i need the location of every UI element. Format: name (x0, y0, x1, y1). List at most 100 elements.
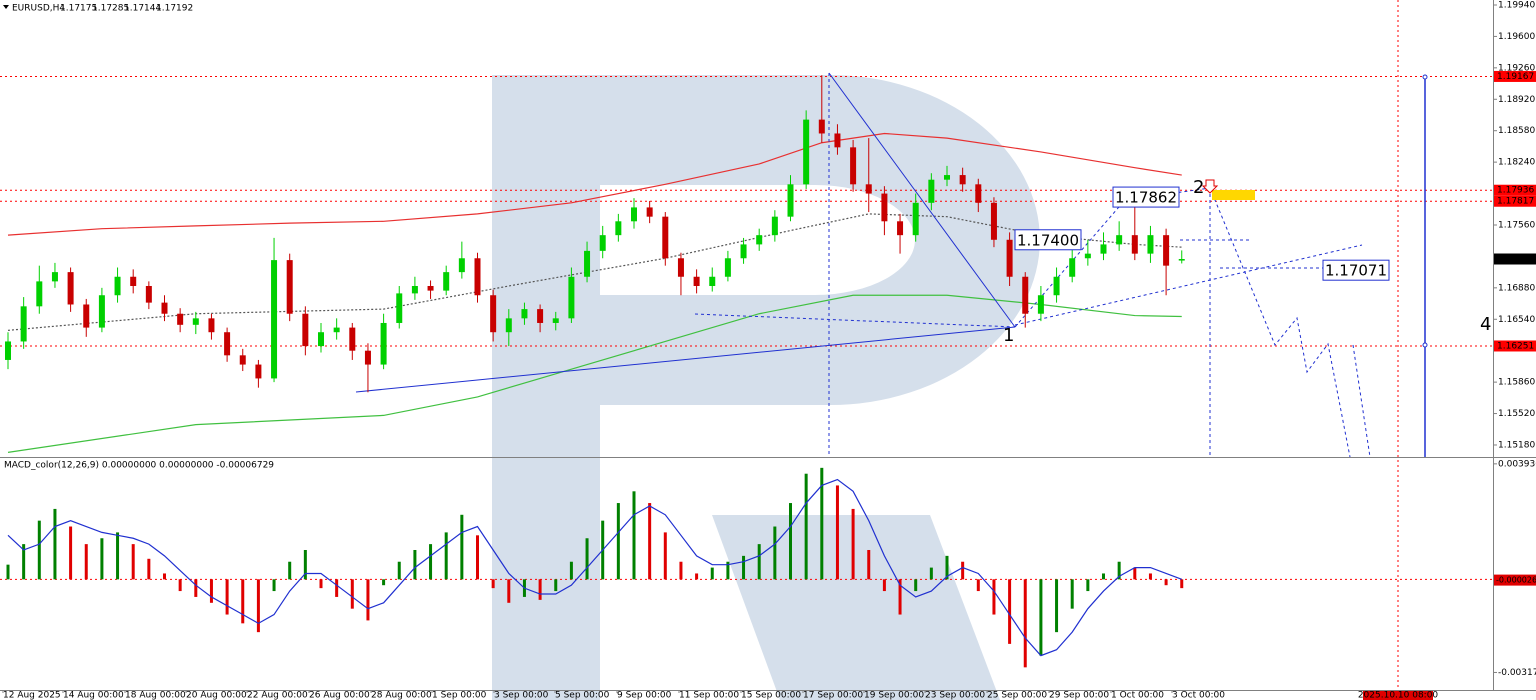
macd-bar (366, 579, 370, 621)
macd-bar (1086, 579, 1090, 592)
x-tick-label: 17 Sep 00:00 (803, 691, 863, 700)
candle-body (98, 295, 105, 328)
level-label: 1.19167 (1497, 72, 1534, 82)
candle-body (349, 327, 356, 351)
macd-bar (209, 579, 213, 603)
x-tick-label: 3 Oct 00:00 (1172, 691, 1225, 700)
macd-bar (335, 579, 339, 597)
candle-body (1084, 253, 1091, 259)
watermark-leg (712, 515, 1000, 700)
macd-bar (382, 579, 386, 586)
y-tick-label: 1.16880 (1498, 283, 1535, 293)
y-tick-label: 1.15860 (1498, 378, 1535, 388)
x-tick-label: 12 Aug 2025 (3, 691, 61, 700)
macd-bar (444, 532, 448, 580)
y-tick-label: 1.15520 (1498, 409, 1535, 419)
macd-bar (69, 526, 73, 580)
candle-body (1069, 258, 1076, 277)
macd-bar (303, 549, 307, 580)
macd-bar (1023, 579, 1027, 668)
candle-body (521, 309, 528, 319)
price-annotation: 1.17400 (1017, 231, 1079, 249)
current-price-box (1494, 253, 1536, 265)
candle-body (474, 258, 481, 296)
macd-bar (460, 514, 464, 580)
cursor-label: 2025.10.10 08:00 (1358, 691, 1439, 700)
candle-body (67, 272, 74, 305)
candle-body (959, 175, 966, 185)
level-label-box (1494, 184, 1536, 196)
candle-body (897, 221, 904, 236)
macd-bar (1055, 579, 1059, 633)
y-tick-label: 1.16540 (1498, 315, 1535, 325)
macd-bar (976, 579, 980, 592)
current-macd-label: -0.000026 (1496, 576, 1536, 585)
y-tick-label: 1.18240 (1498, 158, 1535, 168)
candle-body (584, 250, 591, 277)
candle-body (944, 175, 950, 180)
macd-bar (319, 579, 323, 589)
macd-bar (163, 573, 166, 580)
trend-line (355, 326, 1016, 393)
y-tick-label: 1.19260 (1498, 63, 1535, 73)
forecast-path (1209, 187, 1351, 458)
macd-bar (116, 532, 120, 580)
candle-body (1147, 235, 1154, 254)
candle-body (427, 285, 434, 291)
macd-bar (1070, 579, 1074, 609)
ohlc-high: 1.17285 (92, 4, 129, 14)
y-tick-label: 1.18580 (1498, 126, 1535, 136)
candle-body (114, 276, 121, 296)
candle-body (615, 221, 622, 236)
candle-body (5, 341, 11, 360)
macd-bar (178, 579, 182, 592)
symbol-title: EURUSD,H4 (12, 4, 65, 14)
macd-bar (961, 561, 965, 580)
channel-line (1014, 244, 1363, 326)
macd-bar (616, 503, 620, 580)
candle-body (662, 216, 669, 259)
level-label: 1.17936 (1497, 186, 1534, 196)
macd-bar (350, 579, 354, 609)
x-tick-label: 14 Aug 00:00 (63, 691, 124, 700)
candle-body (145, 285, 152, 303)
macd-bar (679, 561, 683, 580)
macd-bar (37, 520, 41, 580)
macd-bar (835, 485, 839, 580)
macd-bar (710, 567, 714, 580)
candle-body (380, 322, 387, 365)
candle-body (411, 285, 418, 294)
handle (1422, 342, 1428, 348)
candle-body (271, 260, 278, 379)
macd-bar (1117, 561, 1121, 580)
macd-bar (804, 473, 808, 580)
level-label: 1.17817 (1497, 197, 1534, 207)
x-tick-label: 9 Sep 00:00 (617, 691, 672, 700)
macd-bar (914, 579, 918, 592)
y-tick-label: 1.19600 (1498, 32, 1535, 42)
macd-bar (288, 561, 292, 580)
candle-body (333, 327, 340, 333)
candle-body (396, 293, 403, 323)
candle-body (834, 133, 841, 148)
x-tick-label: 1 Oct 00:00 (1111, 691, 1164, 700)
macd-bar (992, 579, 996, 615)
macd-bar (1133, 567, 1137, 580)
candle-body (709, 276, 716, 286)
macd-bar (507, 579, 511, 603)
wave-label: 2 (1193, 177, 1204, 198)
macd-bar (272, 579, 276, 592)
y-tick-label: 1.19940 (1498, 0, 1535, 10)
candle-body (865, 184, 872, 194)
candle-body (677, 258, 684, 277)
candle-body (364, 350, 371, 365)
macd-bar (131, 544, 135, 580)
macd-bar (929, 567, 933, 580)
price-annotation-box (1322, 259, 1390, 281)
candle-body (458, 258, 465, 273)
candle-body (646, 207, 653, 217)
macd-bar (53, 508, 57, 580)
macd-bar (773, 526, 777, 580)
macd-bar (241, 579, 245, 624)
price-annotation: 1.17071 (1325, 262, 1387, 280)
